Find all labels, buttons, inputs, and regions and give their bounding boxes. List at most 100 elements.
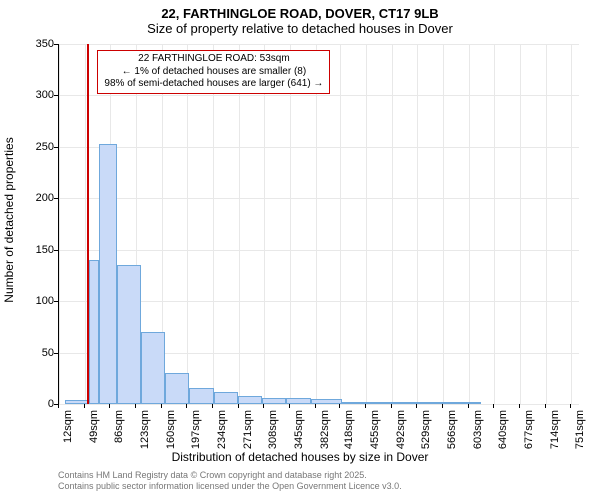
chart-container: 22, FARTHINGLOE ROAD, DOVER, CT17 9LB Si…: [0, 0, 600, 500]
grid-line-v: [366, 44, 367, 404]
ytick-mark: [54, 44, 58, 45]
histogram-bar: [65, 400, 89, 404]
histogram-bar: [189, 388, 213, 404]
histogram-bar: [89, 260, 99, 404]
x-axis-label: Distribution of detached houses by size …: [0, 450, 600, 464]
xtick-mark: [84, 404, 85, 408]
xtick-mark: [519, 404, 520, 408]
xtick-mark: [365, 404, 366, 408]
grid-line-h: [59, 250, 579, 251]
grid-line-h: [59, 198, 579, 199]
xtick-mark: [493, 404, 494, 408]
histogram-bar: [214, 392, 238, 404]
xtick-label: 566sqm: [446, 410, 458, 449]
ytick-label: 100: [14, 295, 54, 307]
grid-line-v: [239, 44, 240, 404]
xtick-label: 160sqm: [165, 410, 177, 449]
footer-text: Contains HM Land Registry data © Crown c…: [58, 470, 402, 492]
grid-line-v: [443, 44, 444, 404]
xtick-label: 640sqm: [497, 410, 509, 449]
xtick-mark: [442, 404, 443, 408]
histogram-bar: [262, 398, 286, 404]
xtick-label: 714sqm: [549, 410, 561, 449]
xtick-mark: [186, 404, 187, 408]
histogram-bar: [377, 402, 426, 404]
xtick-label: 234sqm: [216, 410, 228, 449]
grid-line-v: [340, 44, 341, 404]
grid-line-h: [59, 44, 579, 45]
grid-line-v: [520, 44, 521, 404]
xtick-mark: [289, 404, 290, 408]
annotation-box: 22 FARTHINGLOE ROAD: 53sqm← 1% of detach…: [97, 50, 330, 94]
xtick-label: 49sqm: [88, 410, 100, 443]
ytick-mark: [54, 95, 58, 96]
ytick-mark: [54, 250, 58, 251]
xtick-mark: [570, 404, 571, 408]
chart-title-main: 22, FARTHINGLOE ROAD, DOVER, CT17 9LB: [0, 0, 600, 21]
grid-line-v: [494, 44, 495, 404]
xtick-label: 197sqm: [190, 410, 202, 449]
ytick-label: 50: [14, 347, 54, 359]
histogram-bar: [286, 398, 310, 404]
grid-line-h: [59, 404, 579, 405]
xtick-mark: [545, 404, 546, 408]
grid-line-v: [546, 44, 547, 404]
xtick-mark: [212, 404, 213, 408]
histogram-bar: [99, 144, 116, 404]
xtick-label: 529sqm: [420, 410, 432, 449]
marker-line: [87, 44, 89, 404]
y-axis-label: Number of detached properties: [2, 137, 16, 302]
histogram-bar: [141, 332, 165, 404]
histogram-bar: [165, 373, 189, 404]
xtick-mark: [315, 404, 316, 408]
xtick-label: 418sqm: [343, 410, 355, 449]
xtick-label: 455sqm: [369, 410, 381, 449]
annotation-line2: ← 1% of detached houses are smaller (8): [104, 66, 323, 79]
grid-line-v: [571, 44, 572, 404]
xtick-mark: [135, 404, 136, 408]
xtick-label: 382sqm: [319, 410, 331, 449]
histogram-bar: [342, 402, 377, 404]
grid-line-v: [187, 44, 188, 404]
ytick-mark: [54, 147, 58, 148]
xtick-mark: [161, 404, 162, 408]
ytick-mark: [54, 198, 58, 199]
ytick-label: 350: [14, 38, 54, 50]
grid-line-v: [316, 44, 317, 404]
xtick-mark: [238, 404, 239, 408]
histogram-bar: [117, 265, 141, 404]
chart-title-sub: Size of property relative to detached ho…: [0, 21, 600, 40]
xtick-label: 271sqm: [242, 410, 254, 449]
ytick-label: 150: [14, 244, 54, 256]
xtick-label: 345sqm: [293, 410, 305, 449]
plot-area: 22 FARTHINGLOE ROAD: 53sqm← 1% of detach…: [58, 44, 579, 405]
ytick-label: 250: [14, 141, 54, 153]
xtick-label: 123sqm: [139, 410, 151, 449]
xtick-label: 308sqm: [267, 410, 279, 449]
annotation-line3: 98% of semi-detached houses are larger (…: [104, 78, 323, 91]
grid-line-v: [85, 44, 86, 404]
grid-line-v: [392, 44, 393, 404]
grid-line-v: [290, 44, 291, 404]
xtick-label: 677sqm: [523, 410, 535, 449]
ytick-mark: [54, 301, 58, 302]
xtick-label: 751sqm: [574, 410, 586, 449]
xtick-mark: [263, 404, 264, 408]
xtick-label: 12sqm: [62, 410, 74, 443]
ytick-mark: [54, 353, 58, 354]
xtick-mark: [391, 404, 392, 408]
xtick-mark: [339, 404, 340, 408]
grid-line-v: [264, 44, 265, 404]
xtick-mark: [58, 404, 59, 408]
ytick-label: 0: [14, 398, 54, 410]
footer-line1: Contains HM Land Registry data © Crown c…: [58, 470, 402, 481]
xtick-label: 492sqm: [395, 410, 407, 449]
xtick-label: 86sqm: [113, 410, 125, 443]
annotation-line1: 22 FARTHINGLOE ROAD: 53sqm: [104, 53, 323, 66]
grid-line-h: [59, 95, 579, 96]
grid-line-v: [417, 44, 418, 404]
grid-line-v: [469, 44, 470, 404]
ytick-label: 300: [14, 89, 54, 101]
xtick-mark: [468, 404, 469, 408]
histogram-bar: [238, 396, 262, 404]
